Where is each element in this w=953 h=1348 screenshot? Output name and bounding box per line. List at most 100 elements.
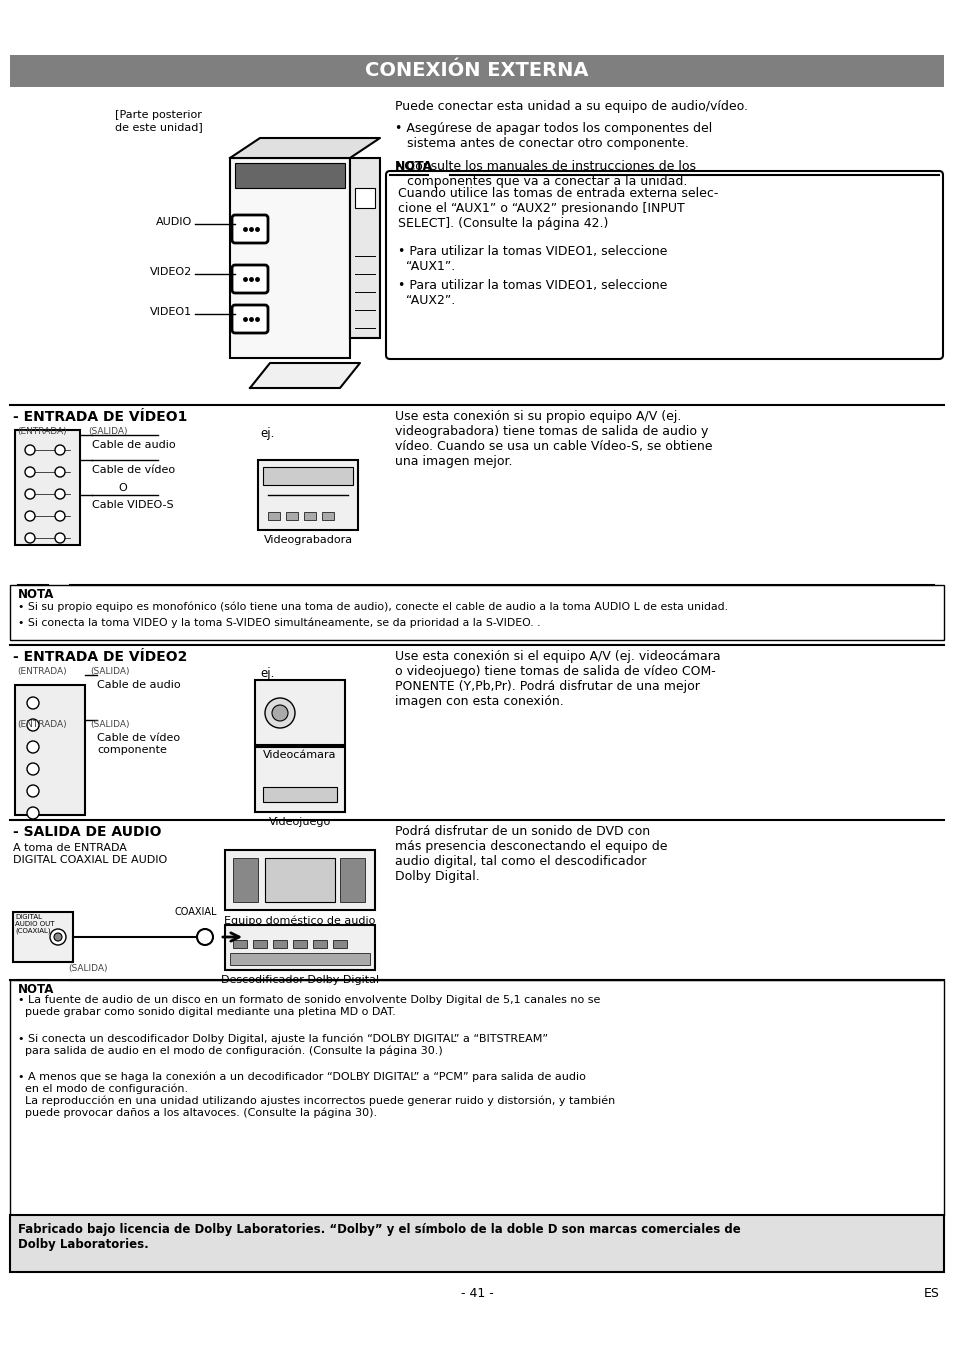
Bar bbox=[15, 430, 80, 545]
Circle shape bbox=[25, 489, 35, 499]
FancyBboxPatch shape bbox=[386, 171, 942, 359]
Text: Cable de audio: Cable de audio bbox=[91, 439, 175, 450]
Bar bbox=[350, 158, 379, 338]
Text: Descodificador Dolby Digital: Descodificador Dolby Digital bbox=[221, 975, 378, 985]
Bar bbox=[333, 940, 347, 948]
Text: (ENTRADA): (ENTRADA) bbox=[17, 720, 67, 729]
Bar bbox=[10, 55, 943, 88]
Polygon shape bbox=[250, 363, 359, 388]
Bar bbox=[225, 925, 375, 971]
Bar bbox=[15, 685, 85, 816]
Text: Podrá disfrutar de un sonido de DVD con
más presencia desconectando el equipo de: Podrá disfrutar de un sonido de DVD con … bbox=[395, 825, 667, 883]
Circle shape bbox=[55, 511, 65, 520]
Text: Cable VIDEO-S: Cable VIDEO-S bbox=[91, 500, 173, 510]
Bar bbox=[304, 512, 315, 520]
Text: ej.: ej. bbox=[260, 667, 274, 679]
Text: Cuando utilice las tomas de entrada externa selec-
cione el “AUX1” o “AUX2” pres: Cuando utilice las tomas de entrada exte… bbox=[397, 187, 718, 231]
Text: (SALIDA): (SALIDA) bbox=[68, 964, 108, 973]
Text: NOTA: NOTA bbox=[395, 160, 433, 173]
Bar bbox=[339, 857, 365, 902]
Circle shape bbox=[55, 445, 65, 456]
Bar bbox=[233, 940, 247, 948]
Text: Cable de vídeo: Cable de vídeo bbox=[91, 465, 175, 474]
Circle shape bbox=[27, 807, 39, 820]
Text: Equipo doméstico de audio: Equipo doméstico de audio bbox=[224, 915, 375, 926]
Circle shape bbox=[27, 741, 39, 754]
Circle shape bbox=[27, 763, 39, 775]
Text: (SALIDA): (SALIDA) bbox=[90, 667, 130, 675]
Text: (ENTRADA): (ENTRADA) bbox=[17, 667, 67, 675]
Text: A toma de ENTRADA
DIGITAL COAXIAL DE AUDIO: A toma de ENTRADA DIGITAL COAXIAL DE AUD… bbox=[13, 842, 167, 864]
Bar bbox=[355, 187, 375, 208]
Circle shape bbox=[25, 445, 35, 456]
Bar bbox=[10, 585, 943, 640]
Text: ES: ES bbox=[923, 1287, 939, 1299]
Text: - SALIDA DE AUDIO: - SALIDA DE AUDIO bbox=[13, 825, 161, 838]
Circle shape bbox=[27, 785, 39, 797]
FancyBboxPatch shape bbox=[232, 305, 268, 333]
Circle shape bbox=[55, 532, 65, 543]
Circle shape bbox=[25, 532, 35, 543]
Bar bbox=[263, 466, 353, 485]
Text: Use esta conexión si el equipo A/V (ej. videocámara
o videojuego) tiene tomas de: Use esta conexión si el equipo A/V (ej. … bbox=[395, 650, 720, 708]
Polygon shape bbox=[230, 137, 379, 158]
Text: - ENTRADA DE VÍDEO1: - ENTRADA DE VÍDEO1 bbox=[13, 410, 187, 425]
Text: DIGITAL
AUDIO OUT
(COAXIAL): DIGITAL AUDIO OUT (COAXIAL) bbox=[15, 914, 54, 934]
Circle shape bbox=[25, 511, 35, 520]
Bar bbox=[322, 512, 334, 520]
Bar bbox=[273, 940, 287, 948]
Text: - 41 -: - 41 - bbox=[460, 1287, 493, 1299]
Bar bbox=[254, 679, 345, 745]
Text: - ENTRADA DE VÍDEO2: - ENTRADA DE VÍDEO2 bbox=[13, 650, 187, 665]
Text: (SALIDA): (SALIDA) bbox=[90, 720, 130, 729]
Text: NOTA: NOTA bbox=[18, 588, 54, 601]
Bar bbox=[265, 857, 335, 902]
Text: (ENTRADA): (ENTRADA) bbox=[17, 427, 67, 435]
Text: COAXIAL: COAXIAL bbox=[174, 907, 217, 917]
Text: • Asegúrese de apagar todos los componentes del
   sistema antes de conectar otr: • Asegúrese de apagar todos los componen… bbox=[395, 123, 712, 150]
Text: CONEXIÓN EXTERNA: CONEXIÓN EXTERNA bbox=[365, 62, 588, 81]
Circle shape bbox=[27, 697, 39, 709]
Text: Cable de vídeo
componente: Cable de vídeo componente bbox=[97, 733, 180, 755]
Text: • A menos que se haga la conexión a un decodificador “DOLBY DIGITAL” a “PCM” par: • A menos que se haga la conexión a un d… bbox=[18, 1072, 615, 1117]
Text: • Para utilizar la tomas VIDEO1, seleccione
  “AUX2”.: • Para utilizar la tomas VIDEO1, selecci… bbox=[397, 279, 667, 307]
Bar bbox=[234, 163, 345, 187]
Text: • Para utilizar la tomas VIDEO1, seleccione
  “AUX1”.: • Para utilizar la tomas VIDEO1, selecci… bbox=[397, 245, 667, 274]
Text: • Si conecta la toma VIDEO y la toma S-VIDEO simultáneamente, se da prioridad a : • Si conecta la toma VIDEO y la toma S-V… bbox=[18, 617, 540, 628]
Bar bbox=[10, 980, 943, 1215]
Bar bbox=[10, 1215, 943, 1273]
Text: Puede conectar esta unidad a su equipo de audio/vídeo.: Puede conectar esta unidad a su equipo d… bbox=[395, 100, 747, 113]
Text: AUDIO: AUDIO bbox=[155, 217, 192, 226]
Bar bbox=[230, 158, 350, 359]
Bar bbox=[257, 460, 357, 530]
Bar bbox=[286, 512, 297, 520]
Text: Cable de audio: Cable de audio bbox=[97, 679, 180, 690]
Text: • La fuente de audio de un disco en un formato de sonido envolvente Dolby Digita: • La fuente de audio de un disco en un f… bbox=[18, 995, 599, 1016]
Bar bbox=[225, 851, 375, 910]
Circle shape bbox=[196, 929, 213, 945]
Bar bbox=[230, 953, 370, 965]
FancyBboxPatch shape bbox=[232, 214, 268, 243]
Bar bbox=[263, 787, 336, 802]
Bar bbox=[13, 913, 73, 962]
Bar bbox=[233, 857, 257, 902]
Circle shape bbox=[27, 718, 39, 731]
Bar bbox=[313, 940, 327, 948]
Text: • Consulte los manuales de instrucciones de los
   componentes que va a conectar: • Consulte los manuales de instrucciones… bbox=[395, 160, 696, 187]
Circle shape bbox=[54, 933, 62, 941]
Bar bbox=[293, 940, 307, 948]
Circle shape bbox=[55, 489, 65, 499]
Text: Videojuego: Videojuego bbox=[269, 817, 331, 828]
Text: (SALIDA): (SALIDA) bbox=[88, 427, 128, 435]
Text: [Parte posterior
de este unidad]: [Parte posterior de este unidad] bbox=[115, 111, 203, 132]
Bar bbox=[253, 940, 267, 948]
Text: ej.: ej. bbox=[260, 427, 274, 439]
Text: Videocámara: Videocámara bbox=[263, 749, 336, 760]
Text: Videograbadora: Videograbadora bbox=[263, 535, 353, 545]
Bar bbox=[254, 747, 345, 811]
Circle shape bbox=[50, 929, 66, 945]
Bar bbox=[268, 512, 280, 520]
Circle shape bbox=[55, 466, 65, 477]
Text: Fabricado bajo licencia de Dolby Laboratories. “Dolby” y el símbolo de la doble : Fabricado bajo licencia de Dolby Laborat… bbox=[18, 1223, 740, 1251]
Text: Use esta conexión si su propio equipo A/V (ej.
videograbadora) tiene tomas de sa: Use esta conexión si su propio equipo A/… bbox=[395, 410, 712, 468]
